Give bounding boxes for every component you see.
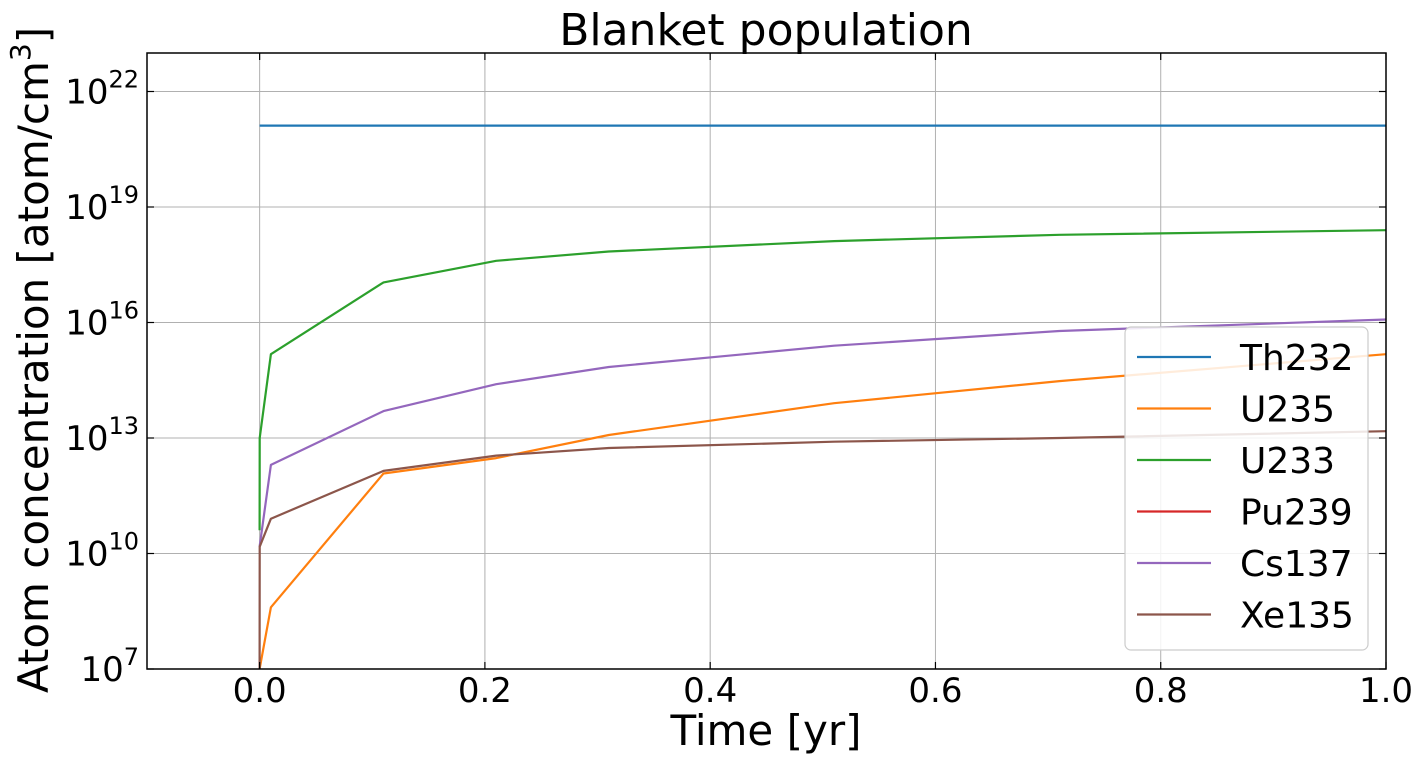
y-axis-label-main: Atom concentration [atom/cm (9, 61, 58, 693)
y-tick-label: 1013 (65, 412, 139, 459)
y-tick-exponent: 16 (108, 297, 139, 325)
x-tick-label: 0.4 (683, 671, 737, 711)
y-tick-base: 10 (65, 73, 108, 113)
y-tick-label: 107 (80, 643, 139, 690)
series-line-xe135 (258, 430, 1386, 669)
y-axis-label-close: ] (9, 27, 58, 43)
legend: Th232 U235 U233 Pu239 Cs137 Xe135 (1124, 326, 1369, 651)
series-line-u235 (258, 353, 1386, 669)
x-tick-label: 0.6 (908, 671, 962, 711)
series-line-cs137 (258, 318, 1386, 547)
legend-label: Pu239 (1240, 493, 1353, 534)
x-tick-label: 0.0 (233, 671, 287, 711)
chart-title: Blanket population (559, 5, 973, 56)
axis-ticks: 0.0 0.2 0.4 0.6 0.8 1.01071010101310161019102… (65, 53, 1413, 711)
y-tick-exponent: 19 (108, 181, 139, 209)
x-tick-label: 0.8 (1134, 671, 1188, 711)
y-tick-label: 1016 (65, 297, 139, 344)
y-tick-label: 1010 (65, 528, 139, 575)
legend-label: U235 (1240, 390, 1335, 431)
y-tick-exponent: 7 (124, 643, 139, 671)
legend-label: Xe135 (1240, 596, 1354, 637)
y-tick-exponent: 13 (108, 412, 139, 440)
y-tick-base: 10 (65, 535, 108, 575)
series-line-u233 (258, 229, 1386, 531)
y-tick-base: 10 (65, 188, 108, 228)
legend-label: U233 (1240, 441, 1335, 482)
y-tick-exponent: 22 (108, 66, 139, 94)
y-tick-base: 10 (80, 650, 123, 690)
y-tick-exponent: 10 (108, 528, 139, 556)
y-axis-label-sup: 3 (4, 43, 37, 61)
x-axis-label: Time [yr] (669, 706, 861, 755)
plot-frame (146, 52, 1387, 670)
y-axis-label: Atom concentration [atom/cm3] (4, 27, 58, 693)
legend-label: Cs137 (1240, 544, 1353, 585)
x-tick-label: 1.0 (1359, 671, 1413, 711)
series-lines (258, 124, 1386, 669)
x-tick-label: 0.2 (458, 671, 512, 711)
y-tick-base: 10 (65, 304, 108, 344)
y-tick-label: 1019 (65, 181, 139, 228)
y-tick-base: 10 (65, 419, 108, 459)
legend-label: Th232 (1239, 338, 1354, 379)
y-tick-label: 1022 (65, 66, 139, 113)
